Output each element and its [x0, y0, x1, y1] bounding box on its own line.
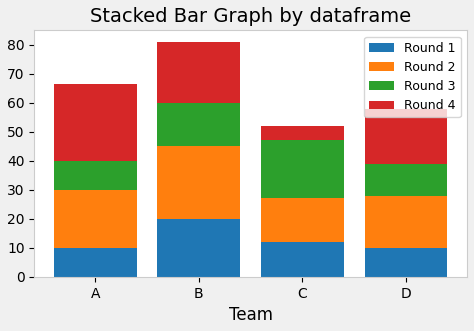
- Bar: [261, 126, 344, 140]
- Bar: [365, 248, 447, 277]
- Bar: [261, 242, 344, 277]
- Bar: [261, 199, 344, 242]
- Bar: [157, 219, 240, 277]
- Legend: Round 1, Round 2, Round 3, Round 4: Round 1, Round 2, Round 3, Round 4: [365, 36, 461, 117]
- Bar: [54, 190, 137, 248]
- Bar: [54, 84, 137, 161]
- Bar: [157, 146, 240, 219]
- Bar: [365, 109, 447, 164]
- Title: Stacked Bar Graph by dataframe: Stacked Bar Graph by dataframe: [90, 7, 411, 26]
- Bar: [157, 42, 240, 103]
- Bar: [157, 103, 240, 146]
- Bar: [365, 196, 447, 248]
- Bar: [365, 164, 447, 196]
- Bar: [54, 248, 137, 277]
- X-axis label: Team: Team: [228, 306, 273, 324]
- Bar: [54, 161, 137, 190]
- Bar: [261, 140, 344, 199]
